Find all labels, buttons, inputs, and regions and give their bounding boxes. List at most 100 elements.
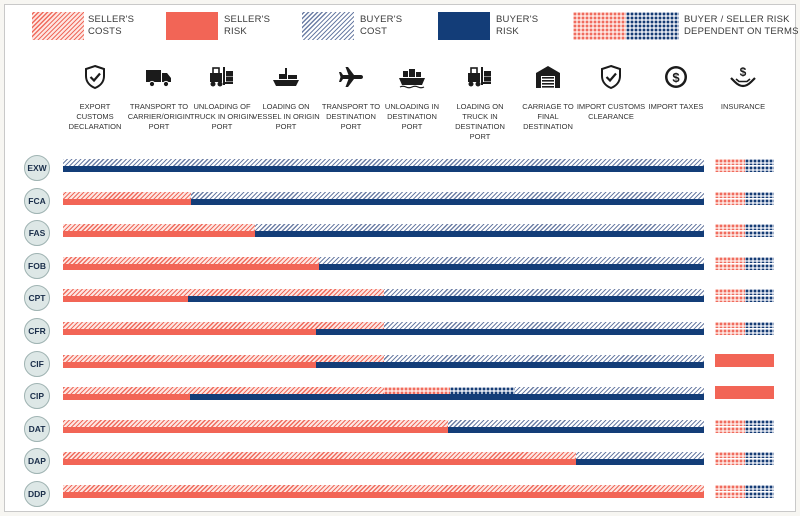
airplane-icon — [339, 67, 363, 87]
insurance-dependent-buyer-low-cfr — [745, 329, 774, 335]
step-label-unloading-truck-origin: UNLOADING OF TRUCK IN ORIGIN PORT — [189, 102, 255, 131]
step-label-loading-vessel-origin: LOADING ON VESSEL IN ORIGIN PORT — [252, 102, 320, 131]
insurance-dependent-seller-cfr — [715, 322, 745, 328]
legend-dependent-swatch — [573, 12, 679, 40]
seller-cost-segment-fca — [63, 192, 191, 199]
legend-buyer-risk-swatch — [438, 12, 490, 40]
insurance-dependent-buyer-ddp — [745, 485, 774, 491]
insurance-dependent-seller-ddp — [715, 485, 745, 491]
legend-seller-cost-swatch — [32, 12, 84, 40]
insurance-dependent-buyer-low-ddp — [745, 492, 774, 498]
legend-seller-risk-swatch — [166, 12, 218, 40]
seller-risk-segment-ddp — [63, 492, 704, 498]
buyer-cost-segment-cfr — [384, 322, 704, 329]
seller-risk-segment-dap — [63, 459, 576, 465]
insurance-dependent-buyer-fas — [745, 224, 774, 230]
buyer-cost-segment-dap — [576, 452, 704, 459]
insurance-dependent-seller-low-fob — [715, 264, 745, 270]
seller-risk-segment-cfr — [63, 329, 316, 335]
buyer-risk-segment-exw — [63, 166, 704, 172]
warehouse-icon — [536, 66, 560, 88]
buyer-risk-segment-cip — [190, 394, 704, 400]
insurance-dependent-buyer-low-cpt — [745, 296, 774, 302]
legend-seller-cost-label: SELLER'S COSTS — [88, 14, 135, 37]
insurance-seller-cif — [715, 354, 774, 367]
seller-cost-segment-cip — [63, 387, 384, 394]
seller-cost-segment-fas — [63, 224, 255, 231]
term-badge-cip: CIP — [24, 383, 50, 409]
svg-text:$: $ — [672, 70, 680, 85]
insurance-dependent-seller-low-fas — [715, 231, 745, 237]
insurance-dependent-buyer-low-fob — [745, 264, 774, 270]
insurance-dependent-buyer-low-dap — [745, 459, 774, 465]
dependent-buyer-segment-cip — [450, 387, 515, 394]
step-label-export-customs: EXPORT CUSTOMS DECLARATION — [68, 102, 122, 131]
svg-text:$: $ — [740, 65, 747, 79]
buyer-risk-segment-fca — [191, 199, 704, 205]
step-label-carriage-final: CARRIAGE TO FINAL DESTINATION — [522, 102, 574, 131]
term-badge-fas: FAS — [24, 220, 50, 246]
buyer-cost-segment-fca — [191, 192, 704, 199]
insurance-dependent-buyer-low-exw — [745, 166, 774, 172]
seller-risk-segment-fob — [63, 264, 319, 270]
seller-risk-segment-dat — [63, 427, 448, 433]
term-badge-exw: EXW — [24, 155, 50, 181]
insurance-dependent-seller-low-cfr — [715, 329, 745, 335]
insurance-dependent-buyer-dat — [745, 420, 774, 426]
insurance-dependent-seller-low-cpt — [715, 296, 745, 302]
insurance-dependent-buyer-fca — [745, 192, 774, 198]
insurance-dependent-seller-low-fca — [715, 199, 745, 205]
forklift-icon — [210, 67, 233, 87]
truck-icon — [146, 70, 171, 88]
buyer-cost-segment-cif — [384, 355, 704, 362]
buyer-risk-segment-cfr — [316, 329, 704, 335]
dollar-coin-icon: $ — [665, 66, 687, 88]
step-label-insurance: INSURANCE — [720, 102, 766, 111]
insurance-dependent-seller-low-dap — [715, 459, 745, 465]
shield-check-icon — [85, 64, 105, 90]
buyer-risk-segment-dat — [448, 427, 704, 433]
buyer-cost-segment-cpt — [384, 289, 704, 296]
seller-risk-segment-cpt — [63, 296, 188, 302]
insurance-dependent-seller-low-ddp — [715, 492, 745, 498]
insurance-dependent-seller-dap — [715, 452, 745, 458]
insurance-dependent-buyer-cpt — [745, 289, 774, 295]
seller-cost-segment-dat — [63, 420, 448, 427]
buyer-cost-segment-fas — [255, 224, 704, 231]
buyer-cost-segment-cip — [515, 387, 704, 394]
cargo-ship-icon — [399, 69, 425, 89]
term-badge-dat: DAT — [24, 416, 50, 442]
seller-cost-segment-cpt — [63, 289, 384, 296]
step-label-loading-truck-destination: LOADING ON TRUCK IN DESTINATION PORT — [455, 102, 505, 141]
term-badge-fob: FOB — [24, 253, 50, 279]
term-badge-cif: CIF — [24, 351, 50, 377]
forklift-icon — [468, 67, 491, 87]
shield-check-icon — [601, 64, 621, 90]
term-badge-cpt: CPT — [24, 285, 50, 311]
step-label-transport-destination: TRANSPORT TO DESTINATION PORT — [321, 102, 381, 131]
buyer-risk-segment-cpt — [188, 296, 704, 302]
legend-dependent-label: BUYER / SELLER RISK DEPENDENT ON TERMS — [684, 14, 799, 37]
term-badge-ddp: DDP — [24, 481, 50, 507]
legend-buyer-risk-label: BUYER'S RISK — [496, 14, 539, 37]
buyer-cost-segment-dat — [448, 420, 704, 427]
hand-dollar-icon: $ — [730, 65, 756, 88]
insurance-dependent-buyer-cfr — [745, 322, 774, 328]
insurance-dependent-seller-low-exw — [715, 166, 745, 172]
seller-risk-segment-fas — [63, 231, 255, 237]
insurance-dependent-seller-cpt — [715, 289, 745, 295]
term-badge-fca: FCA — [24, 188, 50, 214]
insurance-dependent-seller-fob — [715, 257, 745, 263]
seller-cost-segment-dap — [63, 452, 576, 459]
insurance-dependent-seller-dat — [715, 420, 745, 426]
term-badge-cfr: CFR — [24, 318, 50, 344]
insurance-dependent-buyer-exw — [745, 159, 774, 165]
buyer-risk-segment-cif — [316, 362, 704, 368]
insurance-seller-cip — [715, 386, 774, 399]
legend-buyer-cost-label: BUYER'S COST — [360, 14, 403, 37]
seller-risk-segment-cif — [63, 362, 316, 368]
insurance-dependent-seller-low-dat — [715, 427, 745, 433]
insurance-dependent-seller-fca — [715, 192, 745, 198]
insurance-dependent-buyer-low-fca — [745, 199, 774, 205]
